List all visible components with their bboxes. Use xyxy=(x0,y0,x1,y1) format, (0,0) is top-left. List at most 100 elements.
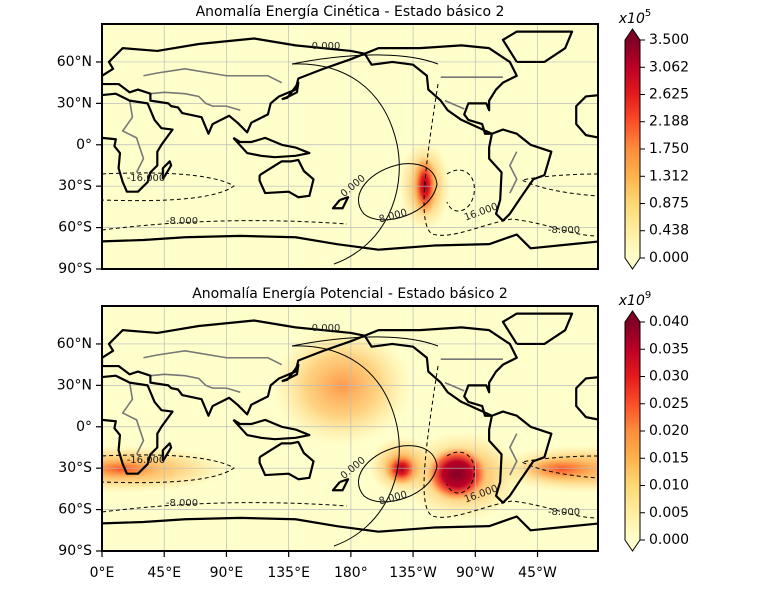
contour-label: -8.000 xyxy=(548,507,580,518)
contour-line xyxy=(520,173,598,197)
contour-label: 0.000 xyxy=(312,41,341,52)
colorbar-tick-label: 0.875 xyxy=(649,196,689,212)
coastline xyxy=(575,94,598,139)
x-tick-label: 135°W xyxy=(389,565,437,581)
coastline xyxy=(488,128,553,222)
map-panel: Anomalía Energía Potencial - Estado bási… xyxy=(57,286,689,581)
map-frame xyxy=(101,305,599,552)
coastline xyxy=(232,418,311,441)
coastline xyxy=(161,160,173,180)
colorbar-multiplier: x10 xyxy=(618,11,645,27)
panel-title: Anomalía Energía Cinética - Estado básic… xyxy=(196,4,505,20)
y-tick-label: 0° xyxy=(76,419,92,435)
y-tick-label: 30°N xyxy=(57,377,92,393)
colorbar-tick-label: 3.500 xyxy=(649,32,689,48)
coastline xyxy=(363,44,518,135)
coastline xyxy=(575,376,598,421)
x-tick-label: 45°W xyxy=(518,565,557,581)
colorbar-extend-min xyxy=(625,258,640,269)
contour-line xyxy=(446,451,475,494)
y-tick-label: 60°S xyxy=(58,502,92,518)
contour-line xyxy=(291,54,439,65)
coastline xyxy=(281,363,300,383)
coastline xyxy=(161,442,173,462)
contour-label: -16.000 xyxy=(127,173,166,184)
country-border xyxy=(150,373,241,394)
coastline xyxy=(258,158,315,199)
colorbar-tick-label: 0.040 xyxy=(649,314,689,330)
coastline xyxy=(363,326,518,417)
coastline xyxy=(501,30,574,64)
x-tick-label: 0°E xyxy=(90,565,115,581)
contour-line xyxy=(291,63,400,265)
contour-line xyxy=(102,502,348,513)
y-tick-label: 30°S xyxy=(58,178,92,194)
y-tick-label: 0° xyxy=(76,137,92,153)
contour-line xyxy=(423,83,598,237)
colorbar-extend-max xyxy=(625,311,640,322)
colorbar xyxy=(625,40,640,258)
contour-label: 0.000 xyxy=(312,323,341,334)
coastline xyxy=(281,81,300,101)
coastline xyxy=(102,37,366,135)
contour-line xyxy=(291,345,400,547)
colorbar-tick-label: 0.035 xyxy=(649,341,689,357)
country-border xyxy=(508,151,518,194)
y-tick-label: 30°N xyxy=(57,95,92,111)
colorbar-extend-max xyxy=(625,29,640,40)
coastline xyxy=(488,410,553,504)
colorbar-exponent: 5 xyxy=(645,8,651,19)
coastline xyxy=(258,440,315,481)
country-border xyxy=(121,382,145,455)
contour-line xyxy=(358,163,438,221)
colorbar-tick-label: 0.025 xyxy=(649,396,689,412)
map-area: 0.000-16.000 0.000-8.000 8.000 16.000-8.000 xyxy=(102,24,598,269)
colorbar-tick-label: 0.015 xyxy=(649,450,689,466)
coastline xyxy=(102,92,174,193)
colorbar-tick-label: 2.188 xyxy=(649,114,689,130)
contour-line xyxy=(358,445,438,503)
colorbar-tick-label: 1.312 xyxy=(649,168,689,184)
colorbar-tick-label: 0.030 xyxy=(649,369,689,385)
y-tick-label: 30°S xyxy=(58,460,92,476)
map-frame xyxy=(101,23,599,270)
country-border xyxy=(444,381,465,392)
x-tick-label: 180° xyxy=(334,565,368,581)
colorbar-tick-label: 3.062 xyxy=(649,59,689,75)
colorbar-tick-label: 0.020 xyxy=(649,423,689,439)
map-area: 0.000-16.000 0.000-8.000 8.000 16.000-8.000 xyxy=(102,306,598,551)
contour-label: -8.000 xyxy=(166,498,198,509)
country-border xyxy=(444,99,465,110)
colorbar-exponent: 9 xyxy=(645,290,651,301)
contour-label: -8.000 xyxy=(548,225,580,236)
coastline xyxy=(331,196,350,210)
colorbar-tick-label: 0.000 xyxy=(649,532,689,548)
y-tick-label: 60°N xyxy=(57,54,92,70)
contour-line xyxy=(291,336,439,347)
x-tick-label: 45°E xyxy=(147,565,181,581)
colorbar-scale: x109 xyxy=(618,290,651,309)
country-border xyxy=(121,100,145,173)
y-tick-label: 90°S xyxy=(58,261,92,277)
colorbar-multiplier: x10 xyxy=(618,293,645,309)
field-anomaly xyxy=(102,457,167,481)
contour-line xyxy=(446,169,475,212)
contour-line xyxy=(102,220,348,231)
colorbar-tick-label: 0.000 xyxy=(649,250,689,266)
colorbar-tick-label: 0.438 xyxy=(649,223,689,239)
colorbar-tick-label: 1.750 xyxy=(649,141,689,157)
country-border xyxy=(143,350,283,366)
colorbar-scale: x105 xyxy=(618,8,651,27)
coastline xyxy=(102,319,366,417)
coastline xyxy=(102,233,598,251)
colorbar-extend-min xyxy=(625,540,640,551)
field-anomaly xyxy=(425,446,489,502)
y-tick-label: 60°N xyxy=(57,336,92,352)
country-border xyxy=(143,68,283,84)
y-tick-label: 90°S xyxy=(58,543,92,559)
coastline xyxy=(232,136,311,159)
contour-label: -16.000 xyxy=(127,455,166,466)
colorbar xyxy=(625,322,640,540)
panel-title: Anomalía Energía Potencial - Estado bási… xyxy=(192,286,508,302)
map-panel: Anomalía Energía Cinética - Estado básic… xyxy=(57,4,689,277)
